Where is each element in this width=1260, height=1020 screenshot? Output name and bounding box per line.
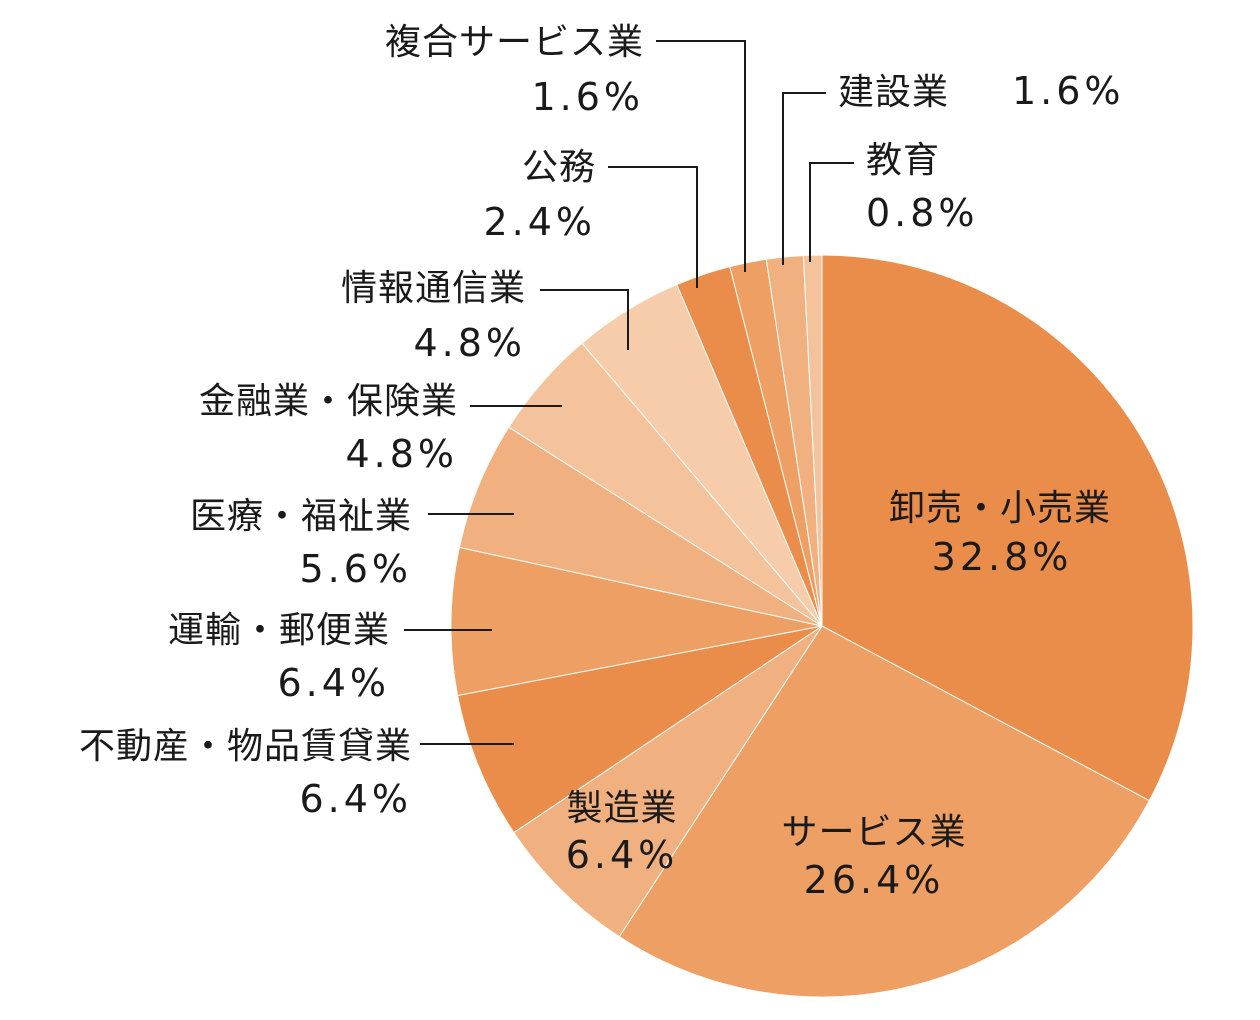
leader-line-compound-services — [656, 40, 746, 272]
leader-line-construction — [782, 92, 826, 265]
leader-line-it-communication — [540, 289, 629, 350]
slice-value-wholesale-retail: 32.8% — [932, 535, 1073, 579]
slice-value-public-service: 2.4% — [483, 200, 596, 244]
slice-label-medical-welfare: 医療・福祉業 — [190, 496, 412, 537]
slice-label-education: 教育 — [866, 140, 940, 181]
pie-slice-wholesale-retail — [821, 254, 1194, 802]
pie-slice-real-estate — [456, 625, 823, 834]
pie-slice-manufacturing — [513, 625, 823, 938]
slice-value-real-estate: 6.4% — [299, 777, 412, 821]
slice-label-manufacturing: 製造業 — [566, 788, 677, 829]
slice-label-public-service: 公務 — [522, 147, 596, 188]
slice-labels: 卸売・小売業 32.8% サービス業 26.4% 製造業 6.4% 不動産・物品… — [79, 22, 1125, 902]
slice-label-it-communication: 情報通信業 — [341, 268, 526, 309]
pie-slice-medical-welfare — [458, 426, 823, 627]
slice-value-it-communication: 4.8% — [413, 321, 526, 365]
slice-label-real-estate: 不動産・物品賃貸業 — [79, 726, 412, 767]
slice-value-medical-welfare: 5.6% — [299, 547, 412, 591]
leader-line-education — [809, 162, 854, 262]
slice-value-services: 26.4% — [804, 858, 945, 902]
leader-line-public-service — [608, 166, 698, 288]
slice-value-education: 0.8% — [866, 191, 979, 235]
pie-slice-education — [802, 254, 823, 627]
pie-slices — [450, 254, 1194, 998]
slice-value-manufacturing: 6.4% — [566, 833, 679, 877]
leader-lines — [404, 40, 854, 745]
slice-value-finance-insurance: 4.8% — [345, 432, 458, 476]
slice-label-compound-services: 複合サービス業 — [385, 22, 644, 63]
slice-value-compound-services: 1.6% — [531, 75, 644, 119]
slice-value-transport: 6.4% — [277, 661, 390, 705]
slice-label-wholesale-retail: 卸売・小売業 — [889, 488, 1111, 529]
pie-slice-transport — [450, 546, 823, 697]
slice-label-construction: 建設業 — [838, 72, 949, 113]
slice-label-services: サービス業 — [781, 812, 966, 853]
pie-slice-services — [618, 625, 1151, 998]
slice-label-transport: 運輸・郵便業 — [168, 610, 390, 651]
slice-value-construction: 1.6% — [1012, 69, 1125, 113]
slice-label-finance-insurance: 金融業・保険業 — [199, 381, 458, 422]
